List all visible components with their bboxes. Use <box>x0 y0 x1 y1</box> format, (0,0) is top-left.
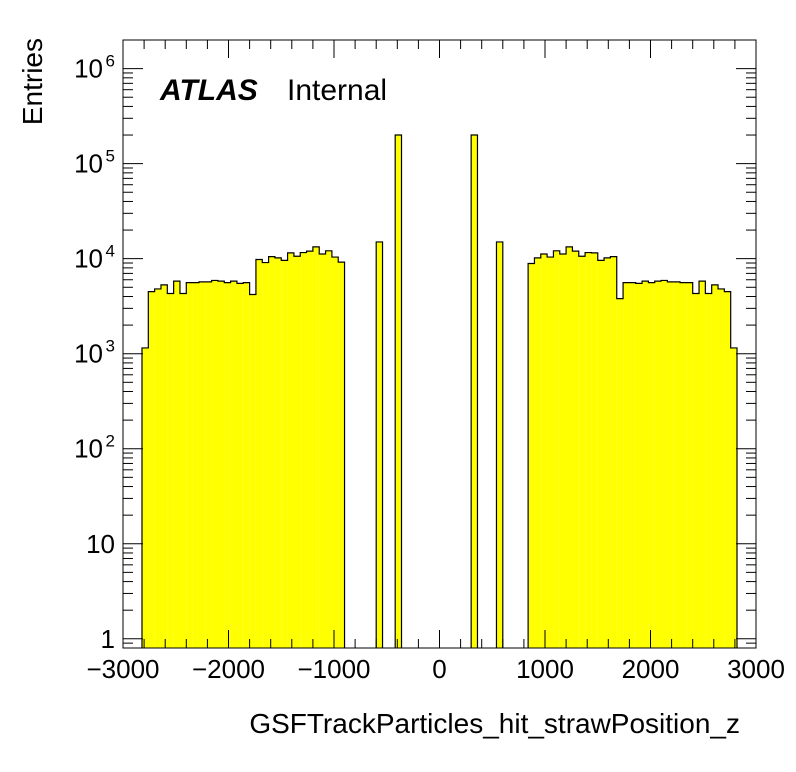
histogram-bar <box>629 282 636 648</box>
histogram-bar <box>661 280 668 648</box>
histogram-bar <box>686 282 693 648</box>
histogram-bar <box>667 281 674 648</box>
histogram-bar <box>718 288 725 648</box>
histogram-bar <box>711 284 719 648</box>
histogram-bar <box>673 281 681 648</box>
histogram-bar <box>338 262 345 648</box>
histogram-bar <box>578 256 586 648</box>
plot-frame <box>122 39 757 649</box>
histogram-bar <box>680 282 687 648</box>
histogram-bar <box>616 298 624 648</box>
x-tick-label: 0 <box>432 654 446 684</box>
x-axis-title: GSFTrackParticles_hit_strawPosition_z <box>249 708 740 739</box>
histogram-bar <box>730 347 738 648</box>
histogram-bar <box>306 251 313 648</box>
histogram-bar <box>591 252 598 648</box>
x-tick-label: 2000 <box>622 654 680 684</box>
histogram-bar <box>376 241 383 648</box>
histogram-bar <box>648 282 655 648</box>
histogram-bar <box>585 252 592 648</box>
histogram-bar <box>287 252 294 648</box>
histogram-bar <box>572 251 579 648</box>
histogram-bar <box>395 135 402 649</box>
histogram-bar <box>274 257 282 648</box>
histogram-bar <box>179 293 187 648</box>
histogram-bar <box>205 281 212 648</box>
histogram-bar <box>293 256 301 648</box>
histogram-bar <box>141 347 149 648</box>
y-tick-exponent: 6 <box>106 52 115 71</box>
x-tick-labels: −3000 −2000 −1000 0 1000 2000 3000 <box>86 654 784 684</box>
histogram-bar <box>236 283 244 648</box>
x-tick-label: −2000 <box>192 654 265 684</box>
atlas-label: ATLAS <box>159 74 258 107</box>
y-tick-exponent: 3 <box>106 337 115 356</box>
histogram-bar <box>724 291 731 648</box>
y-tick-label: 1 <box>101 624 115 654</box>
histogram-bar <box>654 281 662 648</box>
histogram-bar <box>623 282 630 648</box>
y-tick-exponent: 4 <box>106 242 115 261</box>
x-tick-label: 1000 <box>516 654 574 684</box>
y-axis-title: Entries <box>17 38 48 125</box>
y-tick-label: 10 <box>74 339 103 369</box>
y-tick-label: 10 <box>74 244 103 274</box>
histogram-bar <box>699 281 706 648</box>
histogram-bar <box>692 293 700 648</box>
y-tick-label: 10 <box>74 149 103 179</box>
histogram-bar <box>534 257 541 648</box>
histogram-bar <box>249 294 256 648</box>
histogram-bar <box>230 281 237 648</box>
histogram-bar <box>262 262 269 648</box>
histogram-bar <box>528 263 535 648</box>
y-tick-exponent: 5 <box>106 147 115 166</box>
histogram-bar <box>547 257 554 648</box>
histogram-bar <box>300 252 307 648</box>
histogram-bar <box>173 281 180 648</box>
histogram-bar <box>604 257 611 648</box>
histogram-bar <box>211 280 218 648</box>
histogram-bar <box>198 281 206 648</box>
histogram-bar <box>705 293 712 648</box>
histogram-bar <box>160 284 168 648</box>
y-tick-exponent: 2 <box>106 432 115 451</box>
histogram-bar <box>566 246 573 648</box>
histogram-bar <box>635 283 643 648</box>
x-tick-label: −1000 <box>297 654 370 684</box>
histogram-bars <box>141 134 738 649</box>
histogram-bar <box>154 288 161 648</box>
histogram-bar <box>167 293 174 648</box>
histogram-bar <box>331 257 339 648</box>
histogram-outline <box>141 134 738 648</box>
y-tick-label: 10 <box>74 54 103 84</box>
histogram-bar <box>148 291 155 648</box>
y-tick-label: 10 <box>74 434 103 464</box>
histogram-bar <box>540 253 548 648</box>
histogram-bar <box>192 282 199 648</box>
x-tick-label: −3000 <box>86 654 159 684</box>
histogram-bar <box>597 260 605 648</box>
histogram-bar <box>319 253 326 648</box>
internal-label: Internal <box>287 74 387 107</box>
minor-ticks <box>123 39 756 649</box>
y-tick-label: 10 <box>86 529 115 559</box>
histogram-bar <box>312 246 320 648</box>
x-tick-label: 3000 <box>727 654 785 684</box>
histogram-bar <box>642 281 649 648</box>
histogram-bar <box>496 241 503 648</box>
histogram-bar <box>224 282 231 648</box>
histogram-bar <box>268 256 275 648</box>
histogram-bar <box>553 250 560 648</box>
histogram-bar <box>281 260 288 648</box>
histogram-bar <box>243 282 250 648</box>
histogram-bar <box>186 282 193 648</box>
histogram-bar <box>559 253 567 648</box>
histogram-bar <box>610 256 617 648</box>
histogram-bar <box>255 259 263 648</box>
histogram-bar <box>325 250 332 648</box>
histogram-bar <box>217 281 225 648</box>
histogram-bar <box>471 135 478 649</box>
